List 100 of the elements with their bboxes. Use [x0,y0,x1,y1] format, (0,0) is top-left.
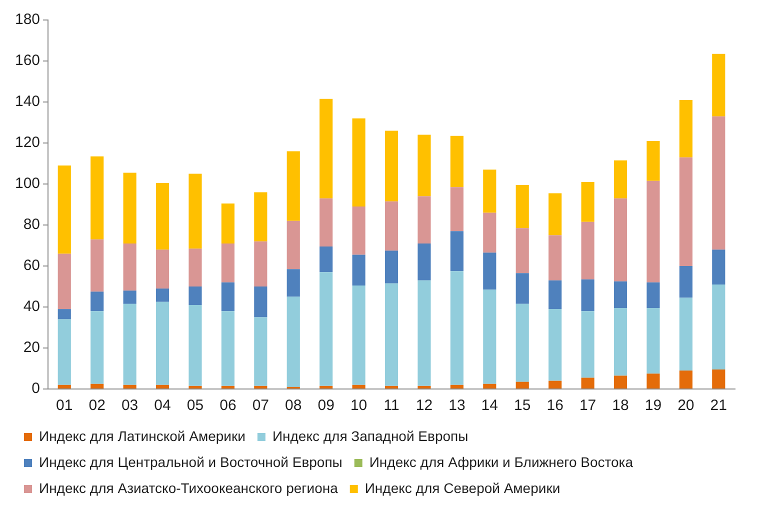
bar [58,309,71,320]
x-tick-label: 04 [154,397,171,414]
y-tick-label: 60 [23,257,40,274]
x-tick-label: 09 [318,397,334,414]
bar [320,272,333,386]
legend-label: Индекс для Центральной и Восточной Европы [39,454,342,470]
bar [679,157,692,266]
bar [418,280,431,386]
bar [384,250,398,284]
x-tick-label: 10 [350,397,368,414]
bar [516,304,529,382]
bar [221,282,234,312]
bar [483,290,496,384]
bar [58,384,71,388]
bar [384,386,398,388]
legend-label: Индекс для Латинской Америки [39,428,246,444]
bar [188,174,202,249]
x-tick-label: 12 [416,397,433,414]
bar [614,281,628,308]
x-tick-label: 21 [710,397,727,414]
bar [123,172,136,244]
bar [712,284,726,370]
bar [646,282,660,308]
bar [516,228,529,274]
bar [352,285,366,385]
bar [320,98,333,198]
bar [58,254,71,310]
bar [450,136,464,188]
bar [450,187,464,232]
y-tick-label: 40 [23,298,40,316]
bar [156,250,170,289]
bar [679,370,692,388]
bar [58,319,71,385]
bar [548,380,562,388]
bar [712,54,726,116]
bar [90,156,104,240]
bar [581,279,594,312]
bar [320,386,333,388]
y-tick-label: 20 [23,339,40,356]
bar [90,239,104,292]
bar [483,252,496,290]
bar [679,266,692,298]
x-tick-label: 07 [252,397,270,414]
x-tick-label: 06 [220,397,236,414]
bar [418,243,431,280]
bar [516,185,529,228]
bar [286,220,300,270]
bar [679,100,692,158]
bar [384,283,398,386]
bar [286,269,300,297]
bar [123,304,136,385]
y-tick-label: 120 [14,134,40,152]
x-tick-label: 18 [612,397,629,414]
x-tick-label: 08 [285,397,302,414]
x-tick-label: 05 [186,397,204,414]
bar [418,386,431,388]
bar [450,231,464,272]
bar [188,248,202,286]
x-tick-label: 01 [56,397,73,414]
bar [614,160,628,198]
bar [483,384,496,388]
bar [221,386,234,388]
x-tick-label: 16 [546,397,564,414]
bar [548,193,562,236]
bar [156,302,170,385]
bar [90,384,104,388]
bar [58,166,71,254]
bar [581,182,594,222]
bar [614,376,628,388]
y-tick-label: 100 [14,175,40,192]
bar [516,273,529,304]
bar [581,378,594,388]
x-tick-label: 19 [644,397,662,414]
bar [516,382,529,388]
bar [123,384,136,388]
bar [320,198,333,247]
bar [581,222,594,280]
bar [254,192,268,242]
x-tick-label: 17 [579,397,596,414]
bar [156,182,170,250]
bar [712,370,726,388]
bar [188,286,202,305]
y-tick-label: 80 [23,216,40,234]
bar [254,241,268,286]
legend-label: Индекс для Африки и Ближнего Востока [369,454,634,470]
bar [679,298,692,371]
bar [254,286,268,318]
x-tick-label: 13 [448,397,466,414]
bar [614,308,628,376]
x-tick-label: 03 [121,397,138,414]
bar [548,309,562,381]
bar [156,384,170,388]
bar [254,386,268,388]
y-tick-label: 140 [14,93,40,110]
bar [90,292,104,312]
legend-label: Индекс для Азиатско-Тихоокеанского региона [39,480,338,496]
x-tick-label: 11 [384,397,400,414]
bar [352,118,366,207]
bar [712,250,726,284]
bar [646,308,660,374]
